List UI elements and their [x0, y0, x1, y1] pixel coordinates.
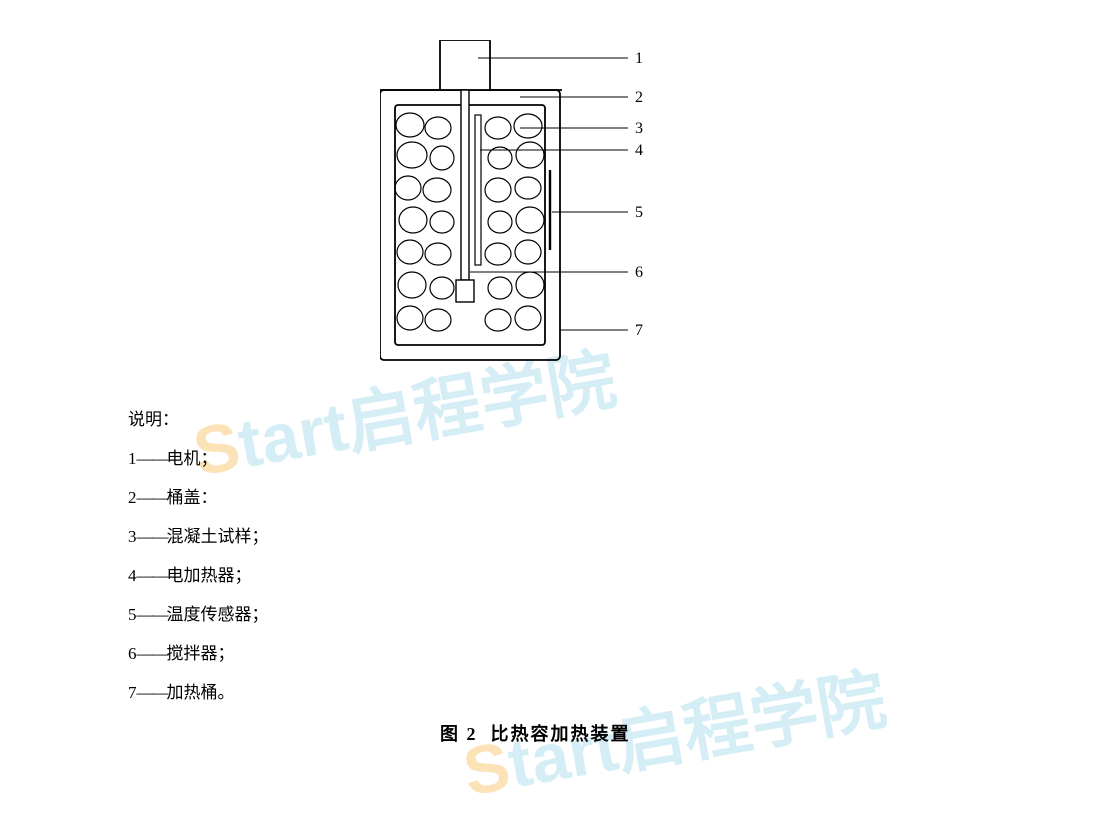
legend-num: 4 — [128, 566, 137, 586]
legend-item: 3——混凝土试样； — [128, 522, 269, 547]
diagram-container: 1 2 3 4 5 6 7 — [380, 40, 760, 380]
legend-num: 1 — [128, 449, 137, 469]
legend-separator: —— — [137, 605, 167, 625]
heating-device-diagram: 1 2 3 4 5 6 7 — [380, 40, 760, 380]
legend-num: 7 — [128, 683, 137, 703]
legend-text: 搅拌器； — [167, 639, 235, 664]
legend-text: 温度传感器； — [167, 600, 269, 625]
legend-item: 4——电加热器； — [128, 561, 269, 586]
legend-separator: —— — [137, 527, 167, 547]
legend-item: 5——温度传感器； — [128, 600, 269, 625]
legend-num: 3 — [128, 527, 137, 547]
legend-item: 6——搅拌器； — [128, 639, 269, 664]
legend-num: 5 — [128, 605, 137, 625]
legend-item: 7——加热桶。 — [128, 678, 269, 703]
legend-item: 2——桶盖： — [128, 483, 269, 508]
legend: 说明： 1——电机；2——桶盖：3——混凝土试样；4——电加热器；5——温度传感… — [128, 405, 269, 717]
legend-text: 混凝土试样； — [167, 522, 269, 547]
legend-separator: —— — [137, 449, 167, 469]
callout-number: 1 — [635, 50, 643, 67]
legend-separator: —— — [137, 644, 167, 664]
legend-text: 电机； — [167, 444, 218, 469]
legend-text: 加热桶。 — [167, 678, 235, 703]
legend-num: 6 — [128, 644, 137, 664]
caption-prefix: 图 2 — [440, 724, 478, 744]
figure-caption: 图 2 比热容加热装置 — [440, 720, 631, 746]
legend-num: 2 — [128, 488, 137, 508]
caption-text: 比热容加热装置 — [491, 724, 631, 744]
callout-number: 4 — [635, 142, 643, 159]
callout-number: 6 — [635, 264, 643, 281]
callout-number: 3 — [635, 120, 643, 137]
legend-separator: —— — [137, 566, 167, 586]
legend-separator: —— — [137, 488, 167, 508]
legend-text: 电加热器； — [167, 561, 252, 586]
legend-separator: —— — [137, 683, 167, 703]
legend-title: 说明： — [128, 405, 269, 430]
legend-text: 桶盖： — [167, 483, 218, 508]
callout-number: 2 — [635, 89, 643, 106]
callout-number: 5 — [635, 204, 643, 221]
callout-number: 7 — [635, 322, 643, 339]
legend-item: 1——电机； — [128, 444, 269, 469]
